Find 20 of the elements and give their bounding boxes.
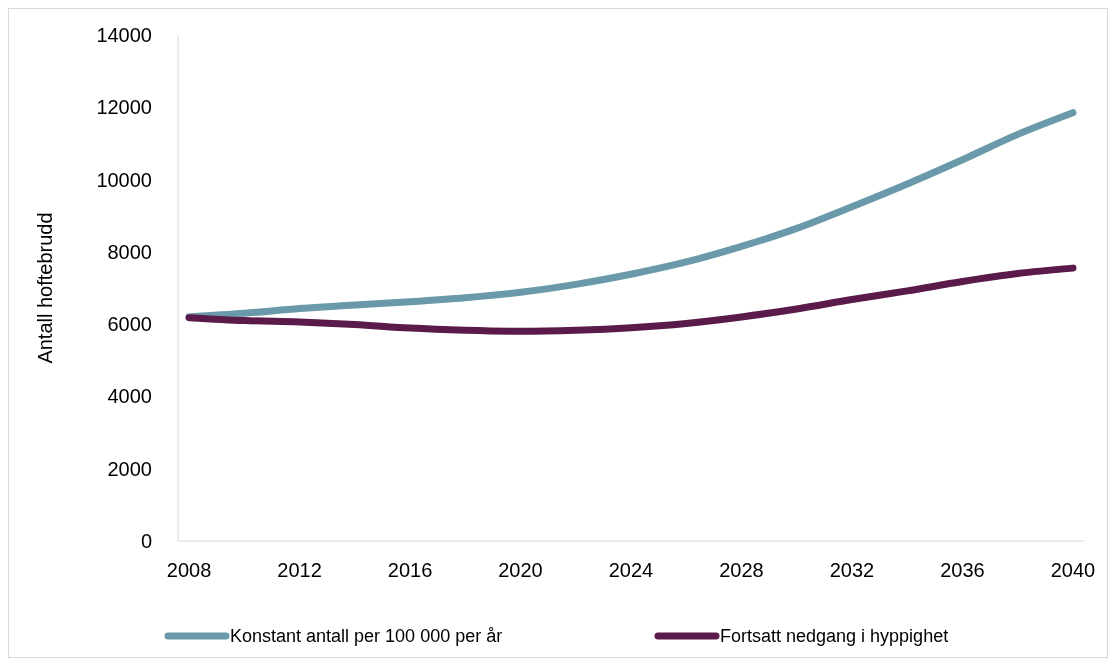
y-tick-label: 12000 bbox=[96, 96, 152, 119]
legend-label: Fortsatt nedgang i hyppighet bbox=[720, 626, 949, 647]
y-tick-label: 8000 bbox=[107, 240, 152, 263]
x-tick-label: 2028 bbox=[719, 559, 764, 581]
x-tick-label: 2024 bbox=[608, 559, 654, 581]
y-tick-label: 14000 bbox=[96, 24, 152, 46]
y-axis-title: Antall hoftebrudd bbox=[34, 212, 56, 364]
y-tick-label: 4000 bbox=[107, 385, 152, 408]
x-tick-label: 2040 bbox=[1050, 559, 1096, 581]
y-tick-label: 6000 bbox=[107, 313, 152, 336]
x-tick-label: 2020 bbox=[498, 559, 543, 581]
x-tick-label: 2012 bbox=[277, 559, 322, 581]
y-tick-label: 2000 bbox=[107, 457, 152, 480]
legend-label: Konstant antall per 100 000 per år bbox=[230, 626, 503, 647]
x-tick-label: 2032 bbox=[829, 559, 875, 581]
x-tick-label: 2036 bbox=[940, 559, 985, 581]
x-tick-label: 2008 bbox=[166, 559, 212, 581]
y-tick-label: 0 bbox=[140, 530, 152, 552]
x-tick-label: 2016 bbox=[387, 559, 433, 581]
y-tick-label: 10000 bbox=[96, 168, 152, 191]
